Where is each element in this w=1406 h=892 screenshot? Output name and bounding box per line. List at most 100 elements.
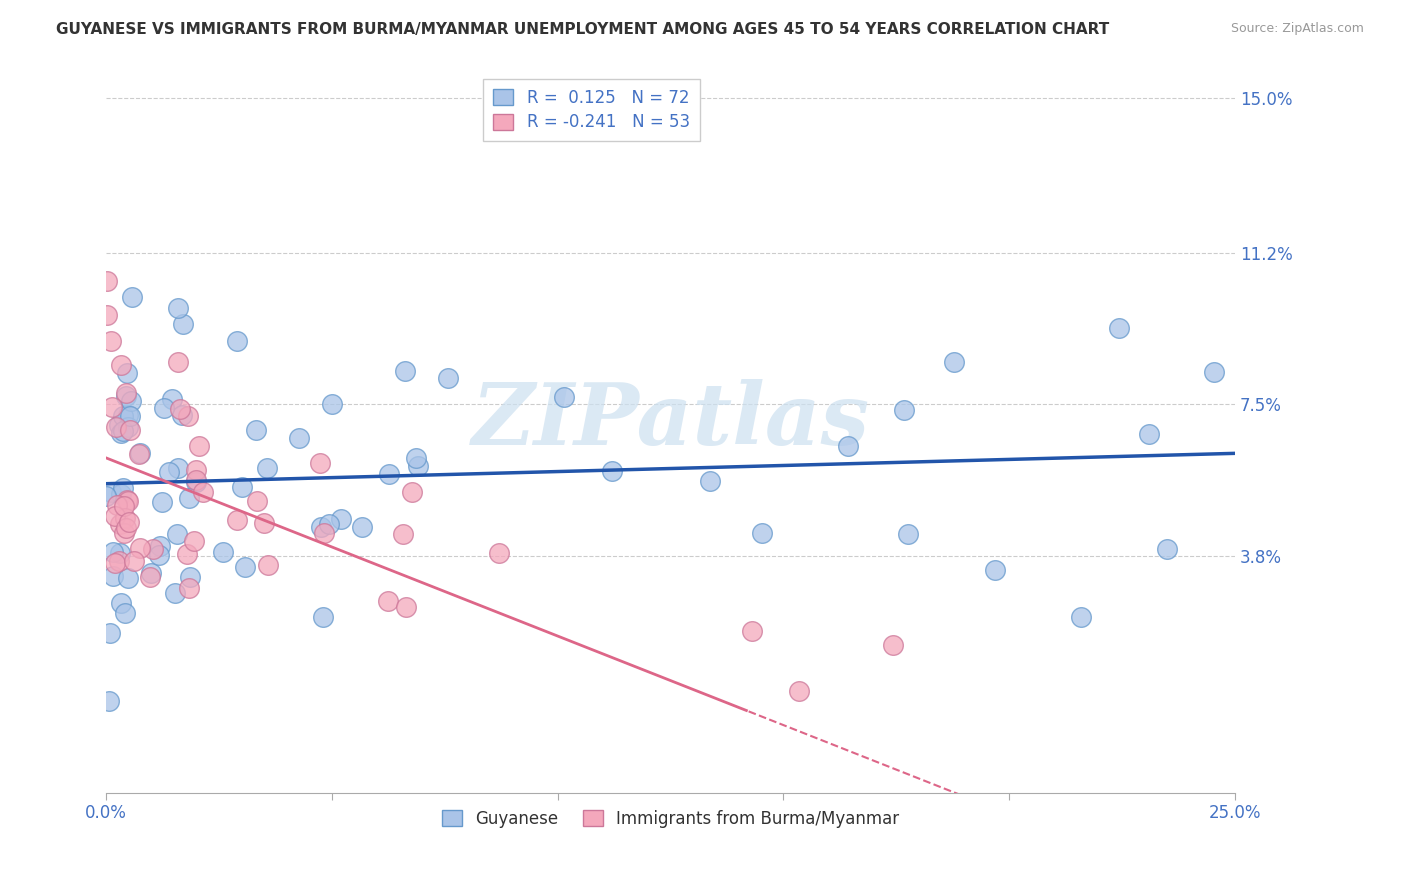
Point [104, 508, 127, 523]
Point [394, 364, 416, 378]
Point [117, 408, 139, 422]
Point [166, 526, 188, 541]
Point [118, 423, 141, 437]
Point [117, 420, 139, 434]
Point [162, 392, 184, 406]
Point [309, 520, 332, 534]
Point [167, 461, 190, 475]
Point [741, 624, 763, 638]
Point [112, 482, 135, 496]
Point [169, 402, 191, 417]
Point [100, 626, 122, 640]
Point [139, 566, 162, 581]
Point [115, 366, 138, 380]
Point [179, 491, 201, 505]
Point [184, 462, 207, 476]
Point [1070, 610, 1092, 624]
Point [172, 408, 194, 422]
Point [101, 400, 124, 414]
Point [246, 493, 269, 508]
Point [122, 553, 145, 567]
Point [401, 484, 423, 499]
Point [112, 409, 135, 424]
Point [312, 526, 335, 541]
Point [256, 460, 278, 475]
Point [600, 463, 623, 477]
Text: ZIPatlas: ZIPatlas [471, 379, 870, 462]
Point [191, 484, 214, 499]
Point [350, 519, 373, 533]
Point [176, 547, 198, 561]
Point [114, 386, 136, 401]
Point [392, 527, 415, 541]
Point [104, 557, 127, 571]
Point [120, 409, 142, 423]
Point [1156, 541, 1178, 556]
Point [157, 465, 180, 479]
Point [167, 355, 190, 369]
Point [893, 857, 915, 871]
Point [100, 334, 122, 348]
Point [108, 517, 131, 532]
Point [226, 334, 249, 349]
Point [129, 541, 152, 555]
Point [105, 498, 128, 512]
Point [112, 526, 135, 541]
Point [148, 549, 170, 563]
Legend: Guyanese, Immigrants from Burma/Myanmar: Guyanese, Immigrants from Burma/Myanmar [434, 803, 907, 834]
Point [167, 301, 190, 316]
Point [120, 394, 142, 409]
Point [110, 358, 132, 372]
Point [108, 418, 131, 433]
Point [115, 521, 138, 535]
Point [179, 570, 201, 584]
Point [231, 479, 253, 493]
Point [114, 511, 136, 525]
Point [104, 419, 127, 434]
Point [188, 439, 211, 453]
Point [117, 572, 139, 586]
Point [142, 541, 165, 556]
Point [96, 308, 118, 322]
Point [96, 490, 118, 504]
Point [211, 545, 233, 559]
Point [128, 447, 150, 461]
Point [226, 513, 249, 527]
Point [110, 487, 132, 501]
Point [943, 355, 966, 369]
Point [183, 533, 205, 548]
Point [110, 425, 132, 440]
Point [245, 423, 267, 437]
Text: Source: ZipAtlas.com: Source: ZipAtlas.com [1230, 22, 1364, 36]
Point [789, 684, 811, 698]
Point [163, 586, 186, 600]
Point [395, 599, 418, 614]
Point [312, 610, 335, 624]
Point [103, 569, 125, 583]
Point [488, 546, 510, 560]
Point [309, 456, 332, 470]
Point [893, 402, 915, 417]
Point [321, 397, 343, 411]
Point [751, 525, 773, 540]
Point [1137, 427, 1160, 442]
Point [553, 390, 575, 404]
Point [1095, 855, 1118, 869]
Text: GUYANESE VS IMMIGRANTS FROM BURMA/MYANMAR UNEMPLOYMENT AMONG AGES 45 TO 54 YEARS: GUYANESE VS IMMIGRANTS FROM BURMA/MYANMA… [56, 22, 1109, 37]
Point [101, 545, 124, 559]
Point [377, 467, 399, 482]
Point [177, 581, 200, 595]
Point [329, 511, 352, 525]
Point [837, 439, 859, 453]
Point [253, 516, 276, 530]
Point [117, 493, 139, 508]
Point [405, 451, 427, 466]
Point [1108, 321, 1130, 335]
Point [256, 558, 278, 572]
Point [112, 499, 135, 513]
Point [97, 694, 120, 708]
Point [149, 539, 172, 553]
Point [897, 527, 920, 541]
Point [233, 559, 256, 574]
Point [176, 409, 198, 424]
